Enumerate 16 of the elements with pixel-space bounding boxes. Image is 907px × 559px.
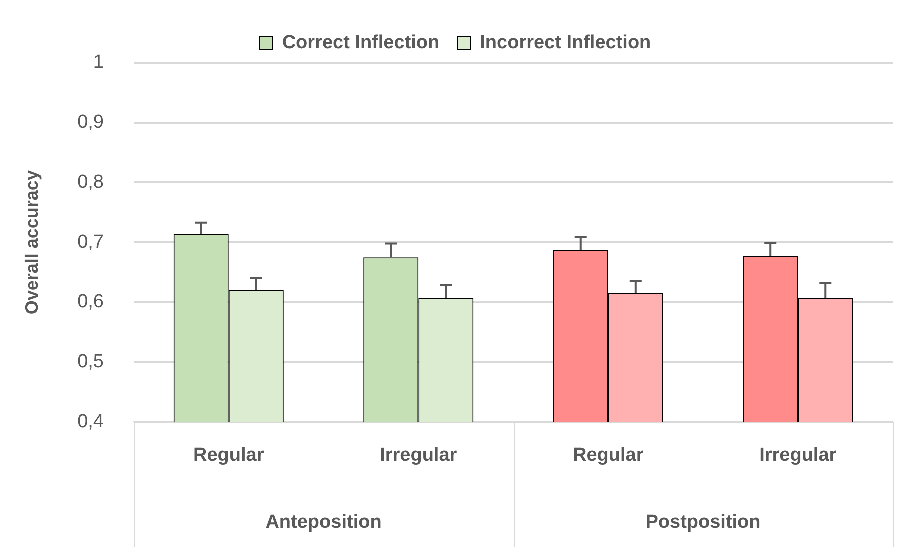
- text: Postposition: [646, 512, 761, 534]
- x-tick-label: Irregular: [760, 444, 838, 466]
- x-tick-label: Regular: [573, 444, 644, 466]
- y-tick-label: 0,4: [78, 411, 104, 432]
- legend-label: Incorrect Inflection: [480, 32, 652, 54]
- text: Anteposition: [266, 512, 382, 534]
- y-axis-title: Overall accuracy: [22, 170, 42, 315]
- y-tick-label: 0,8: [78, 172, 104, 193]
- y-tick-label: 0,9: [78, 112, 104, 134]
- y-tick-label: 0,5: [78, 352, 104, 373]
- legend-label: Correct Inflection: [282, 32, 440, 54]
- x-tick-label: Irregular: [380, 444, 458, 466]
- y-tick-label: 1: [93, 52, 104, 74]
- y-tick-label: 0,6: [78, 292, 104, 313]
- y-tick-label: 0,7: [78, 232, 104, 253]
- x-tick-label: Regular: [194, 444, 265, 466]
